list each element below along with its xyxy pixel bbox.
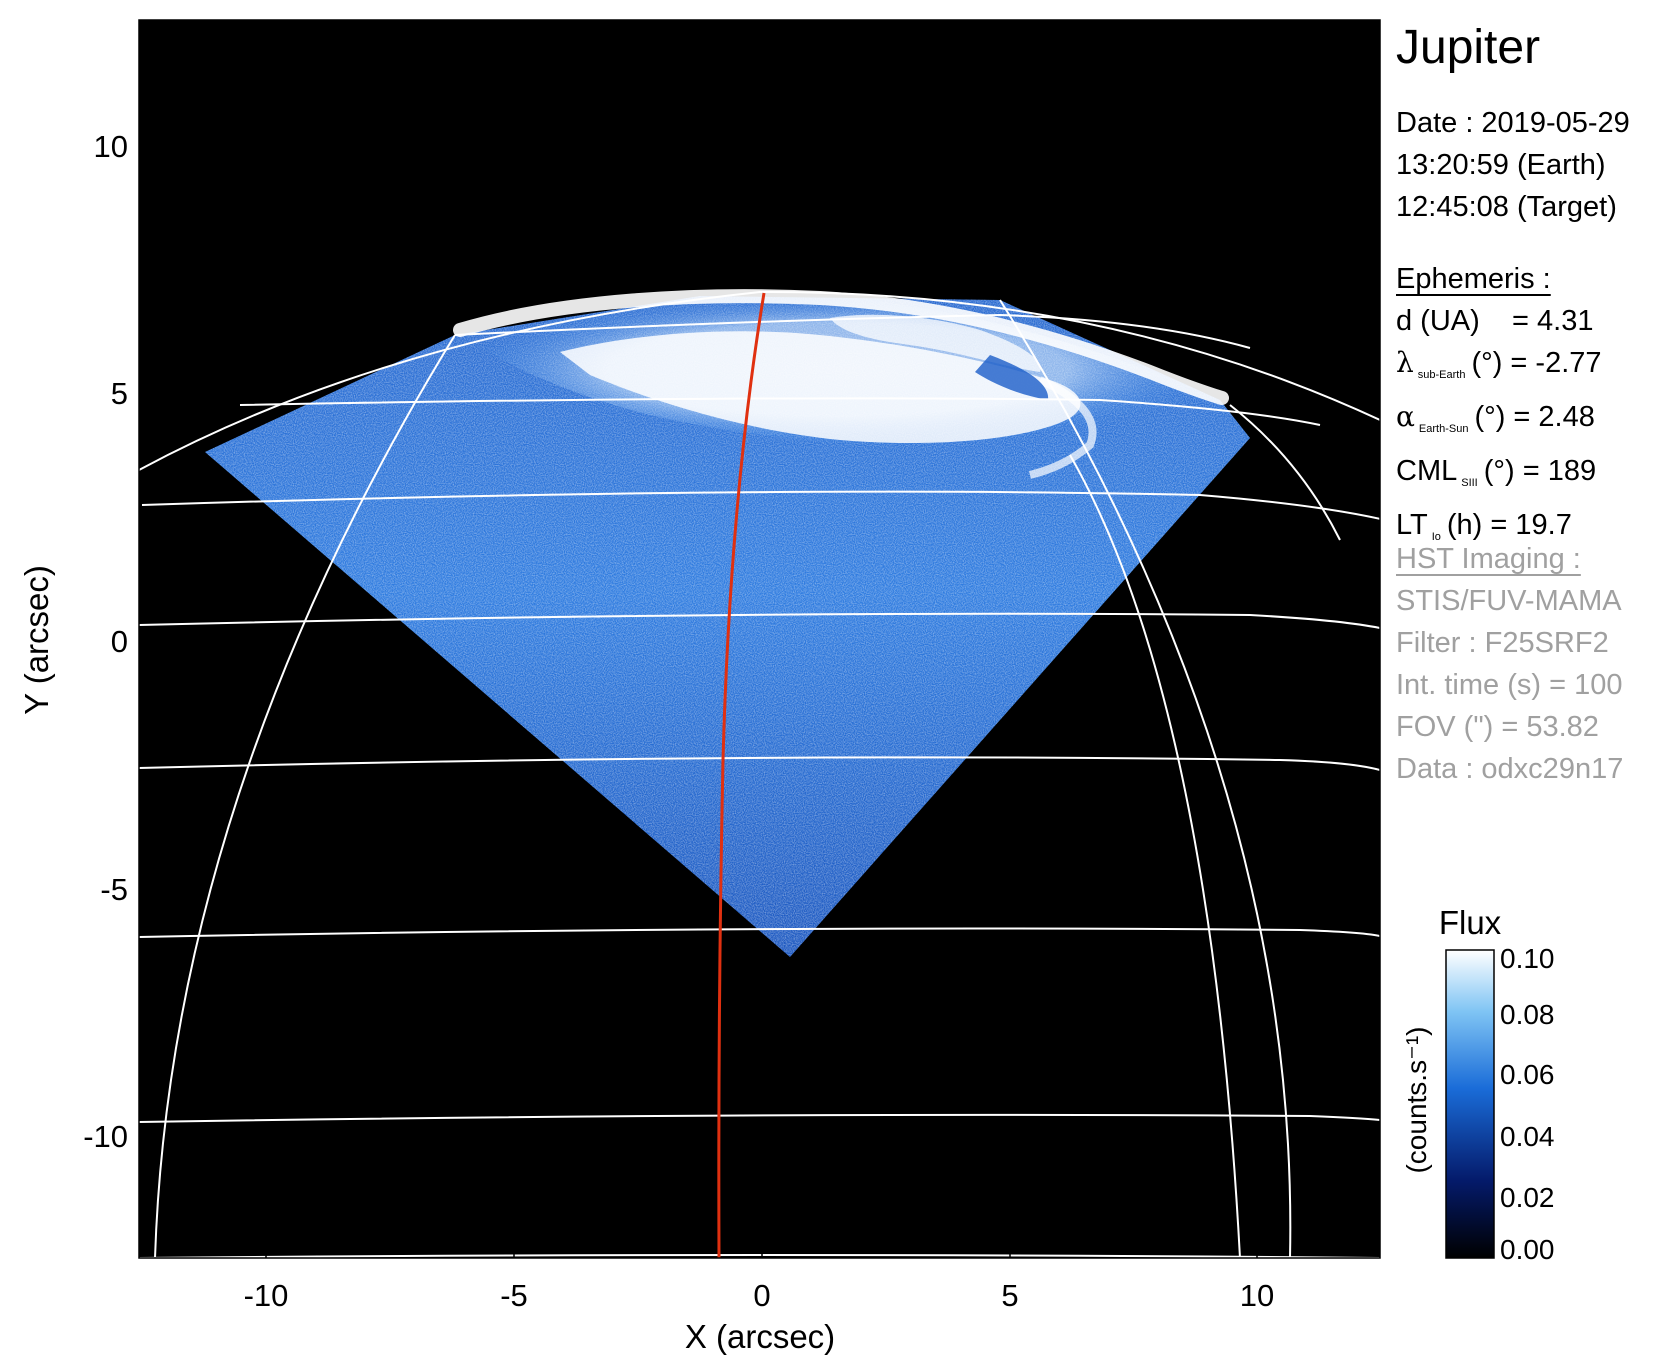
colorbar-tick-label: 0.00 <box>1500 1234 1555 1265</box>
lt-value: (h) = 19.7 <box>1446 509 1572 541</box>
hst-filter: Filter : F25SRF2 <box>1396 627 1609 659</box>
x-tick-label: 0 <box>753 1278 770 1313</box>
y-tick-label: 10 <box>94 129 128 164</box>
lambda-subscript: sub-Earth <box>1417 369 1466 381</box>
ephemeris-phase-angle: α Earth-Sun (°) = 2.48 <box>1396 396 1602 450</box>
y-axis-label: Y (arcsec) <box>18 565 55 715</box>
x-tick-label: 5 <box>1001 1278 1018 1313</box>
ephemeris-local-time: LT Io (h) = 19.7 <box>1396 504 1602 558</box>
date-line: Date : 2019-05-29 <box>1396 107 1630 139</box>
ephemeris-heading: Ephemeris : <box>1396 263 1551 295</box>
x-tick-label: -10 <box>244 1278 289 1313</box>
alpha-symbol: α <box>1396 400 1415 433</box>
y-tick-label: -10 <box>83 1119 128 1154</box>
lt-subscript: Io <box>1431 531 1441 543</box>
ephemeris-sub-earth-latitude: λ sub-Earth (°) = -2.77 <box>1396 342 1602 396</box>
hst-data-id: Data : odxc29n17 <box>1396 753 1624 785</box>
y-tick-label: 0 <box>111 624 128 659</box>
colorbar-ticks: 0.10 0.08 0.06 0.04 0.02 0.00 <box>1500 943 1555 1265</box>
colorbar-tick-label: 0.02 <box>1500 1182 1555 1213</box>
alpha-value: (°) = 2.48 <box>1474 401 1595 433</box>
colorbar-tick-label: 0.06 <box>1500 1059 1555 1090</box>
y-tick-label: -5 <box>100 872 128 907</box>
x-tick-label: -5 <box>500 1278 528 1313</box>
distance-value: = 4.31 <box>1512 305 1594 337</box>
colorbar-tick-label: 0.04 <box>1500 1121 1555 1152</box>
cml-value: (°) = 189 <box>1483 455 1597 487</box>
cml-subscript: SIII <box>1461 477 1478 489</box>
plot-frame <box>138 19 1381 1259</box>
lambda-value: (°) = -2.77 <box>1471 347 1602 379</box>
y-tick-label: 5 <box>111 376 128 411</box>
x-axis-label: X (arcsec) <box>685 1318 835 1355</box>
y-tick-labels: 10 5 0 -5 -10 <box>83 129 128 1154</box>
hst-instrument: STIS/FUV-MAMA <box>1396 585 1622 617</box>
auroral-oval <box>453 289 1229 479</box>
colorbar-tick-label: 0.10 <box>1500 943 1555 974</box>
latitude-grid <box>139 313 1380 1258</box>
lambda-symbol: λ <box>1396 346 1414 379</box>
date-info: Date : 2019-05-29 13:20:59 (Earth) 12:45… <box>1396 102 1630 228</box>
hst-int-time: Int. time (s) = 100 <box>1396 669 1623 701</box>
colorbar-units: (counts.s⁻¹) <box>1401 1026 1432 1173</box>
hst-heading: HST Imaging : <box>1396 543 1581 575</box>
figure-title: Jupiter <box>1396 21 1541 74</box>
ephemeris-distance: d (UA) = 4.31 <box>1396 300 1602 342</box>
cml-label: CML <box>1396 455 1458 487</box>
hst-fov: FOV (") = 53.82 <box>1396 711 1599 743</box>
earth-time: 13:20:59 (Earth) <box>1396 149 1606 181</box>
colorbar <box>1445 949 1495 1259</box>
alpha-subscript: Earth-Sun <box>1418 423 1469 435</box>
colorbar-tick-label: 0.08 <box>1500 999 1555 1030</box>
lt-label: LT <box>1396 509 1428 541</box>
central-meridian-line <box>717 292 766 1258</box>
hst-imaging-info: HST Imaging : STIS/FUV-MAMA Filter : F25… <box>1396 538 1623 790</box>
ephemeris-cml: CML SIII (°) = 189 <box>1396 450 1602 504</box>
colorbar-title: Flux <box>1439 904 1502 941</box>
ephemeris-info: Ephemeris : d (UA) = 4.31 λ sub-Earth (°) … <box>1396 258 1602 558</box>
distance-label: d (UA) <box>1396 305 1480 337</box>
x-axis-ticks <box>265 1248 1258 1258</box>
x-tick-labels: -10 -5 0 5 10 <box>244 1278 1275 1313</box>
meridian-grid <box>139 290 1380 1258</box>
target-time: 12:45:08 (Target) <box>1396 191 1617 223</box>
x-tick-label: 10 <box>1240 1278 1274 1313</box>
